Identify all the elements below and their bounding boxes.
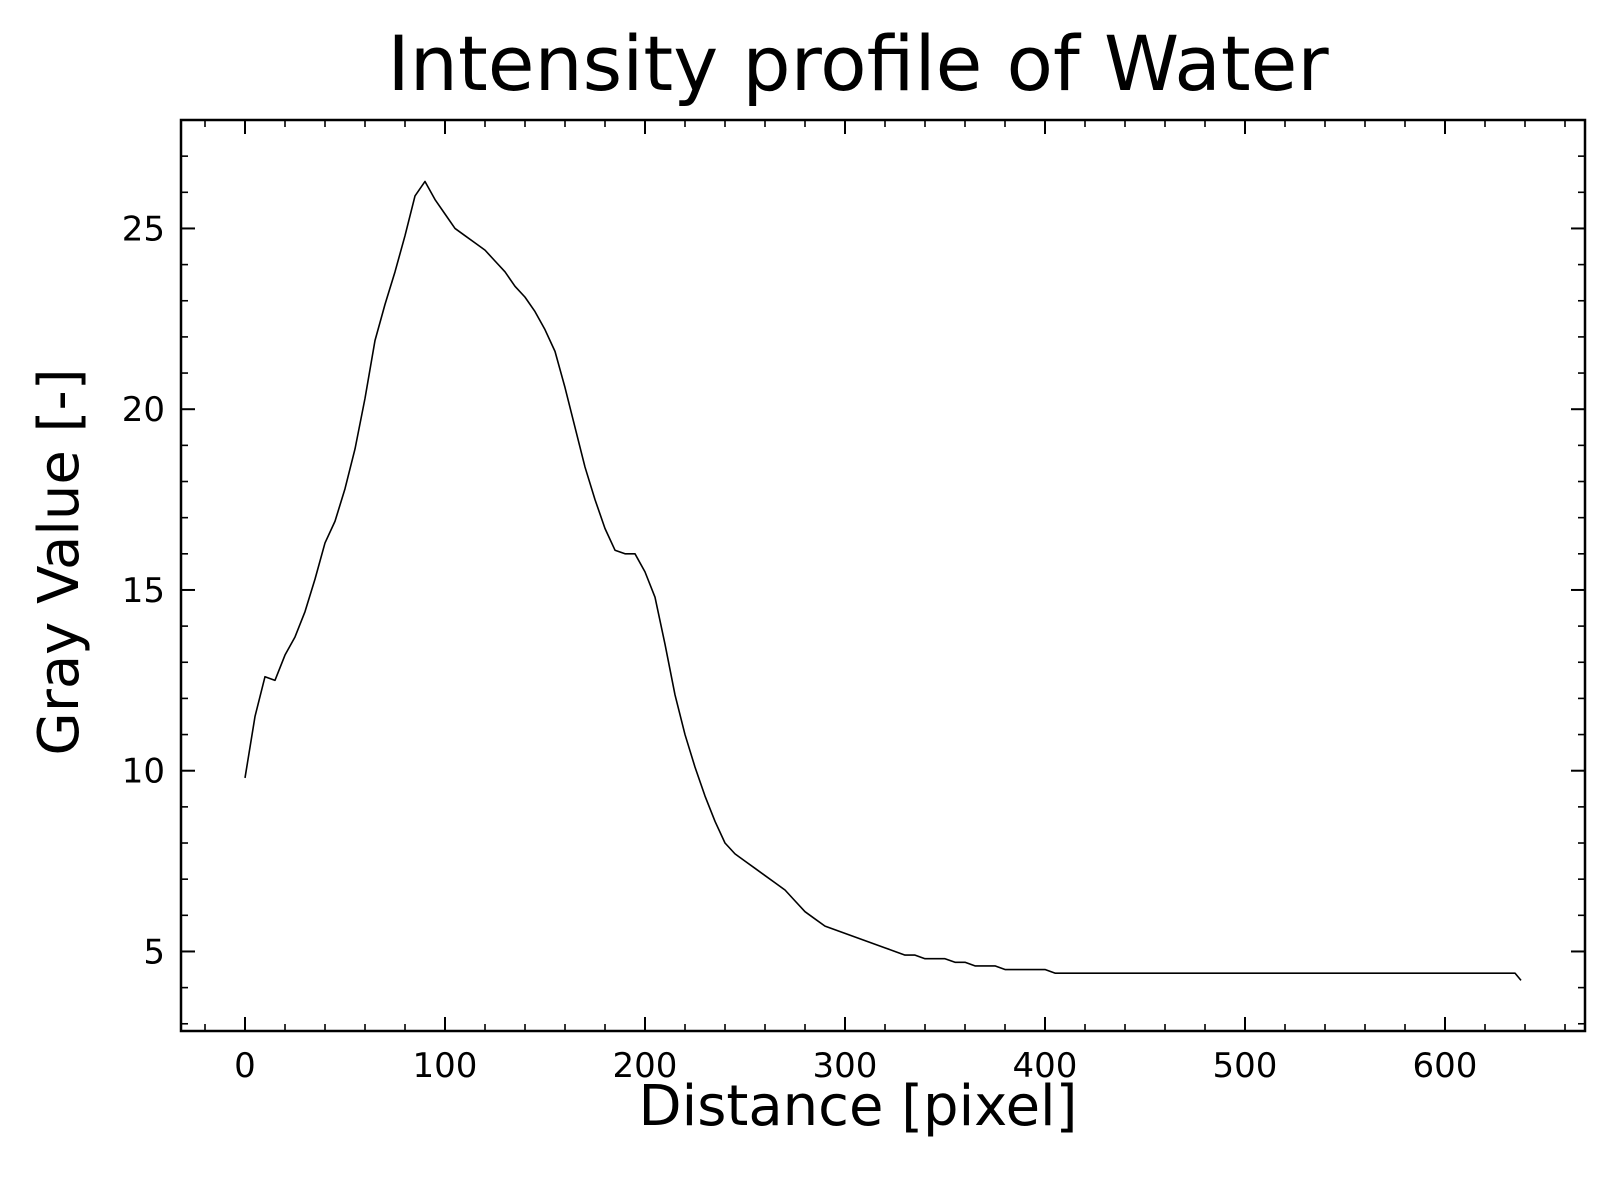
- x-tick-label: 600: [1413, 1046, 1478, 1086]
- y-tick-label: 25: [122, 209, 165, 249]
- x-tick-label: 0: [234, 1046, 256, 1086]
- y-tick-label: 10: [122, 752, 165, 792]
- x-tick-label: 500: [1213, 1046, 1278, 1086]
- y-tick-labels: 5 10 15 20 25: [122, 209, 165, 972]
- x-tick-label: 400: [1013, 1046, 1078, 1086]
- intensity-profile-line: [244, 180, 1522, 981]
- chart-title: Intensity profile of Water: [387, 19, 1329, 108]
- y-tick-label: 15: [122, 571, 165, 611]
- y-tick-label: 5: [143, 932, 165, 972]
- x-tick-label: 300: [813, 1046, 878, 1086]
- y-axis-label: Gray Value [-]: [27, 368, 92, 755]
- x-axis-label: Distance [pixel]: [639, 1074, 1078, 1139]
- x-tick-label: 100: [413, 1046, 478, 1086]
- tick-marks: [181, 120, 1585, 1031]
- x-tick-labels: 0 100 200 300 400 500 600: [234, 1046, 1477, 1086]
- x-tick-label: 200: [613, 1046, 678, 1086]
- y-tick-label: 20: [122, 390, 165, 430]
- plot-frame: [179, 118, 1587, 1033]
